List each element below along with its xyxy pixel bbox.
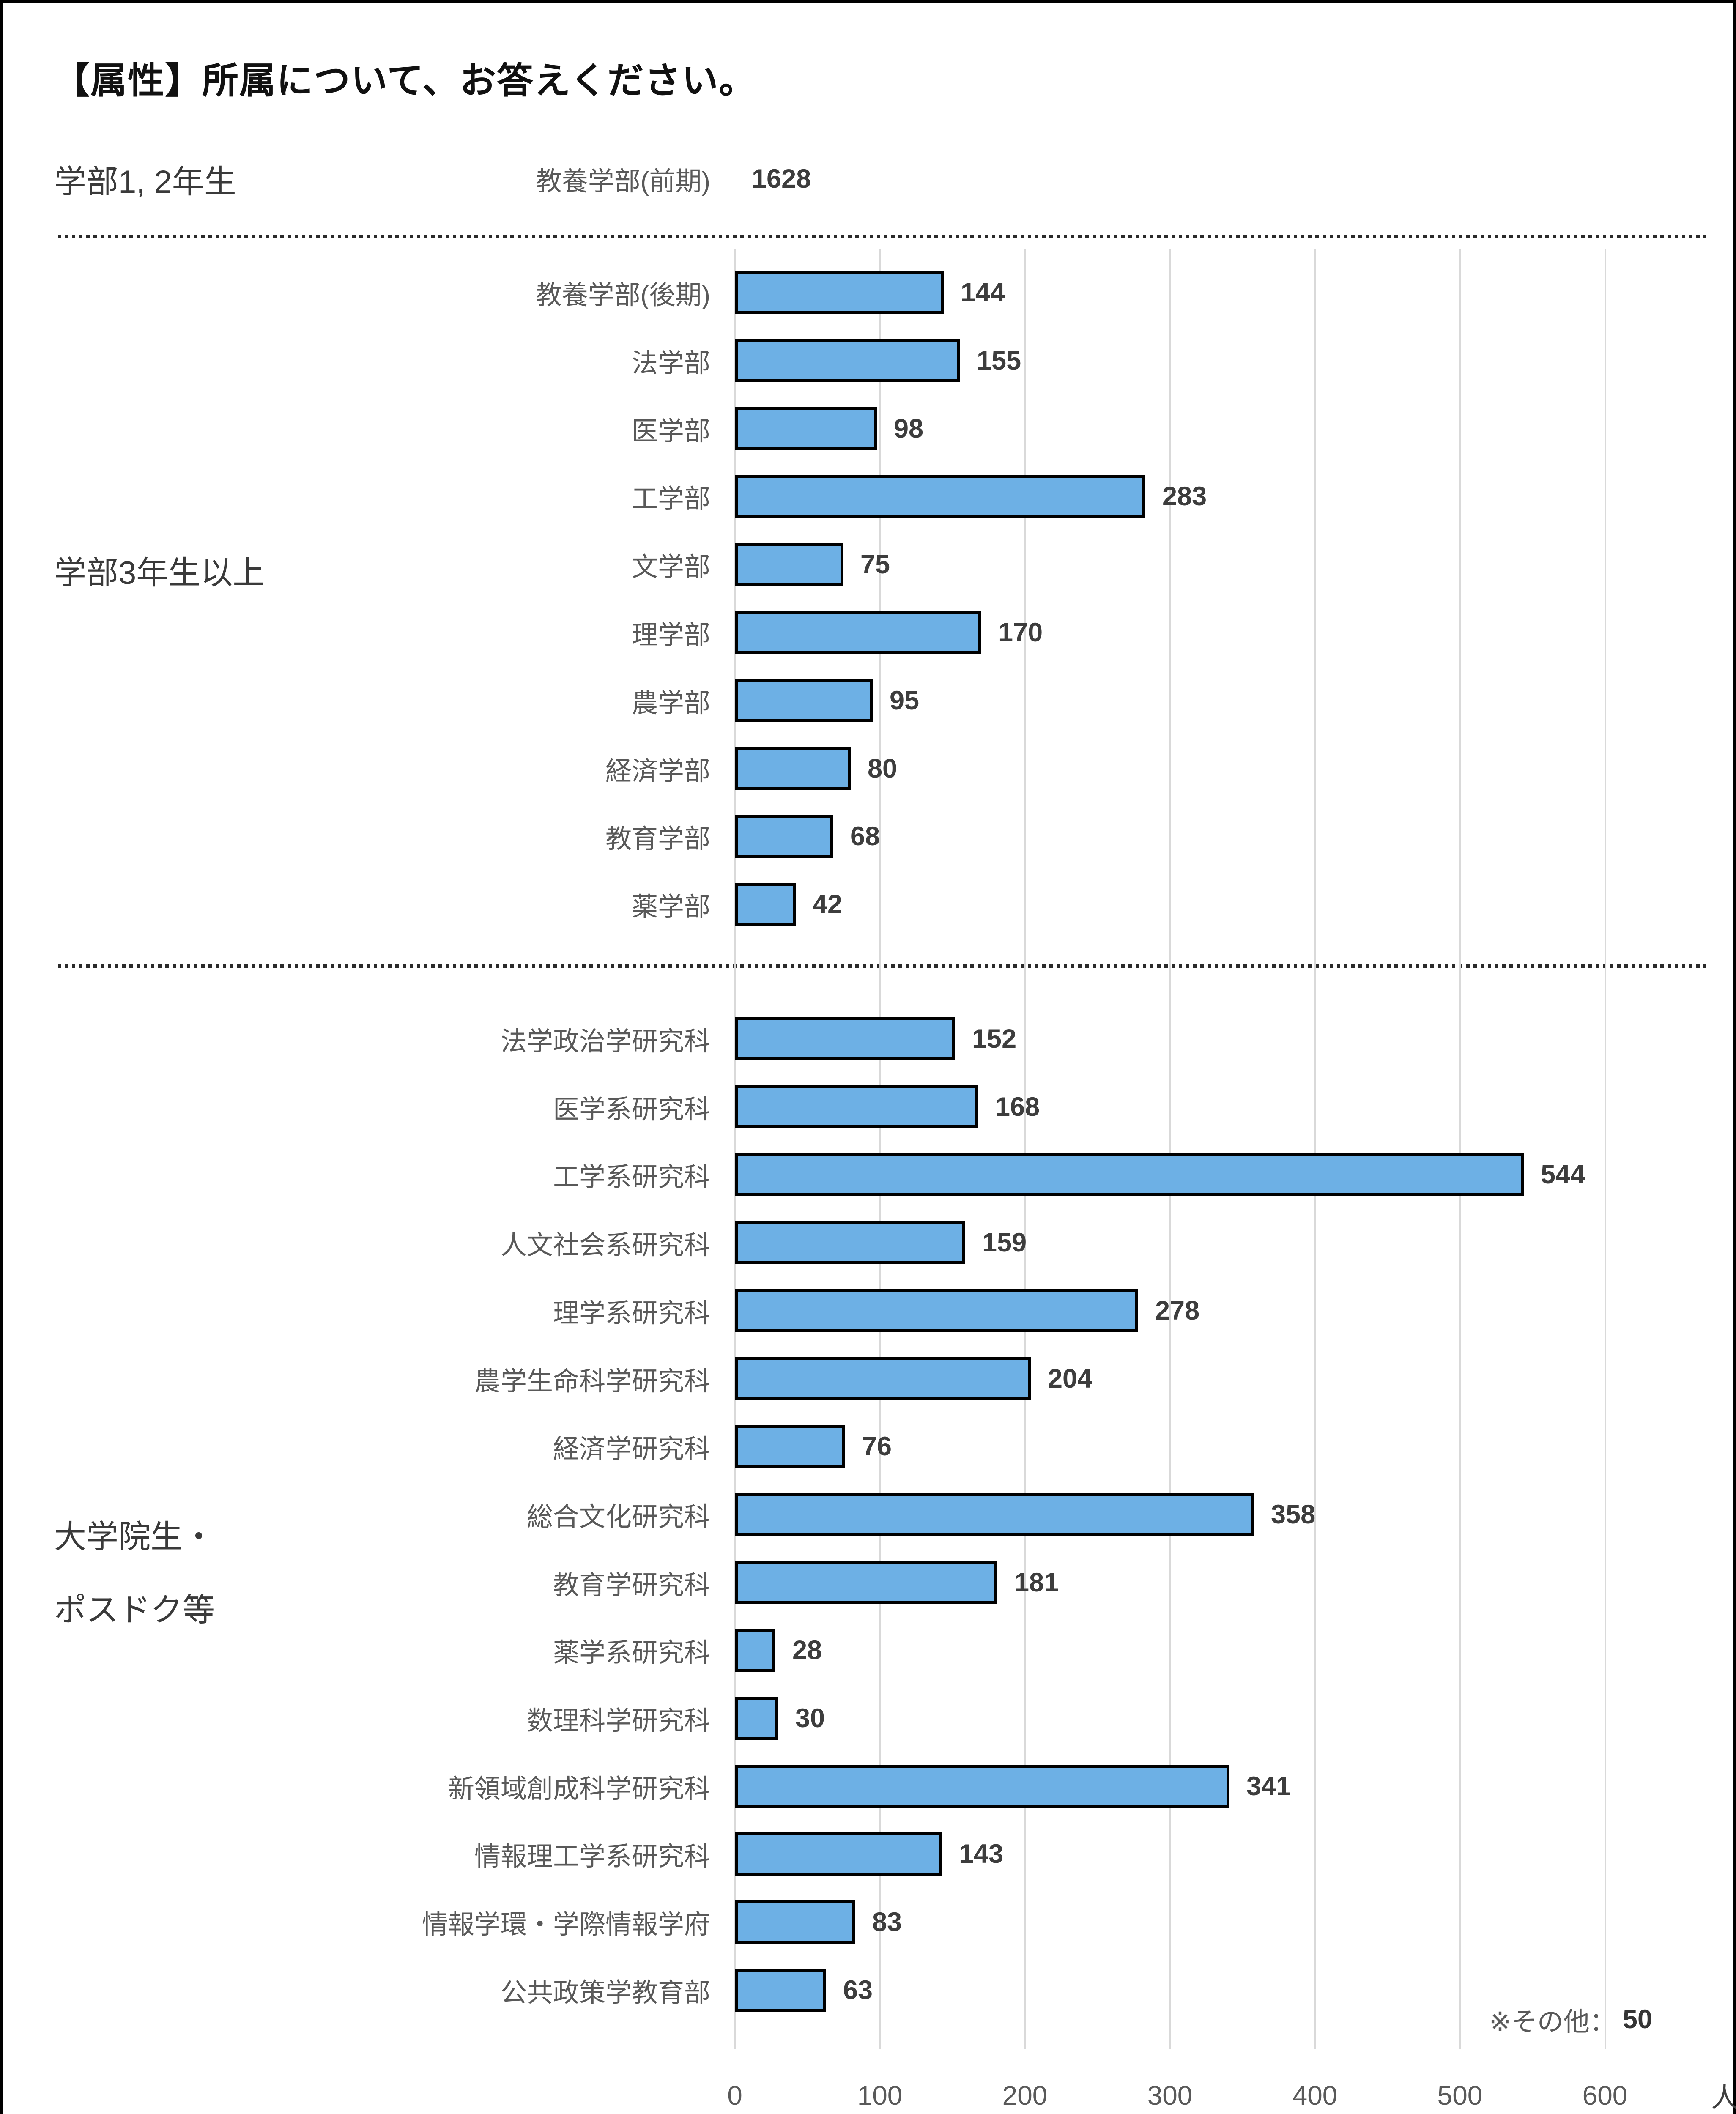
x-axis-unit: 人: [1711, 2082, 1736, 2113]
category-label: 総合文化研究科: [526, 1502, 710, 1532]
footnote-value: 50: [1622, 2004, 1652, 2034]
category-label: 工学部: [631, 485, 710, 514]
category-label: 情報理工学系研究科: [474, 1842, 710, 1872]
value-label: 1628: [752, 164, 811, 194]
gridline-300: [1169, 249, 1171, 2049]
group-label-undergrad-1-2: 学部1, 2年生: [54, 164, 236, 200]
category-label: 法学政治学研究科: [500, 1027, 710, 1056]
plot-gridlines: [734, 249, 1606, 2049]
chart-title: 【属性】所属について、お答えください。: [53, 60, 756, 101]
category-label: 農学生命科学研究科: [474, 1366, 710, 1396]
x-tick-label-100: 100: [857, 2080, 903, 2111]
category-label: 数理科学研究科: [526, 1706, 710, 1736]
category-label: 薬学部: [631, 893, 710, 922]
x-tick-label-500: 500: [1437, 2080, 1483, 2111]
category-label: 公共政策学教育部: [500, 1978, 710, 2007]
category-label: 経済学部: [605, 756, 710, 786]
category-label: 文学部: [631, 553, 710, 582]
category-label: 教養学部(後期): [535, 281, 710, 310]
gridline-200: [1024, 249, 1026, 2049]
gridline-100: [879, 249, 881, 2049]
x-tick-label-200: 200: [1002, 2080, 1048, 2111]
category-label: 理学部: [631, 621, 710, 650]
x-tick-label-0: 0: [727, 2080, 742, 2111]
x-tick-label-300: 300: [1147, 2080, 1193, 2111]
group-separator-top: [58, 235, 1706, 238]
footnote: ※その他： 50: [1229, 2000, 1652, 2039]
gridline-0: [734, 249, 736, 2049]
group-separator-bottom: [58, 964, 1706, 968]
category-label: 教養学部(前期): [535, 167, 710, 196]
category-label: 新領域創成科学研究科: [448, 1774, 710, 1804]
category-label: 医学系研究科: [553, 1095, 710, 1124]
gridline-600: [1605, 249, 1606, 2049]
category-label: 経済学研究科: [553, 1435, 710, 1464]
group-label-grad-line2: ポスドク等: [54, 1592, 215, 1628]
category-label: 情報学環・学際情報学府: [422, 1910, 710, 1940]
category-label: 法学部: [631, 348, 710, 378]
group-label-undergrad-3plus: 学部3年生以上: [54, 555, 265, 591]
x-tick-label-600: 600: [1582, 2080, 1628, 2111]
category-label: 人文社会系研究科: [500, 1231, 710, 1260]
gridline-500: [1459, 249, 1461, 2049]
x-tick-label-400: 400: [1292, 2080, 1338, 2111]
group-label-grad-line1: 大学院生・: [54, 1519, 215, 1555]
category-label: 理学系研究科: [553, 1298, 710, 1328]
category-label: 農学部: [631, 688, 710, 718]
category-label: 医学部: [631, 416, 710, 446]
category-label: 教育学研究科: [553, 1570, 710, 1600]
category-label: 工学系研究科: [553, 1163, 710, 1192]
category-label: 教育学部: [605, 824, 710, 854]
footnote-label: ※その他：: [1489, 2007, 1616, 2037]
category-label: 薬学系研究科: [553, 1638, 710, 1668]
gridline-400: [1314, 249, 1316, 2049]
